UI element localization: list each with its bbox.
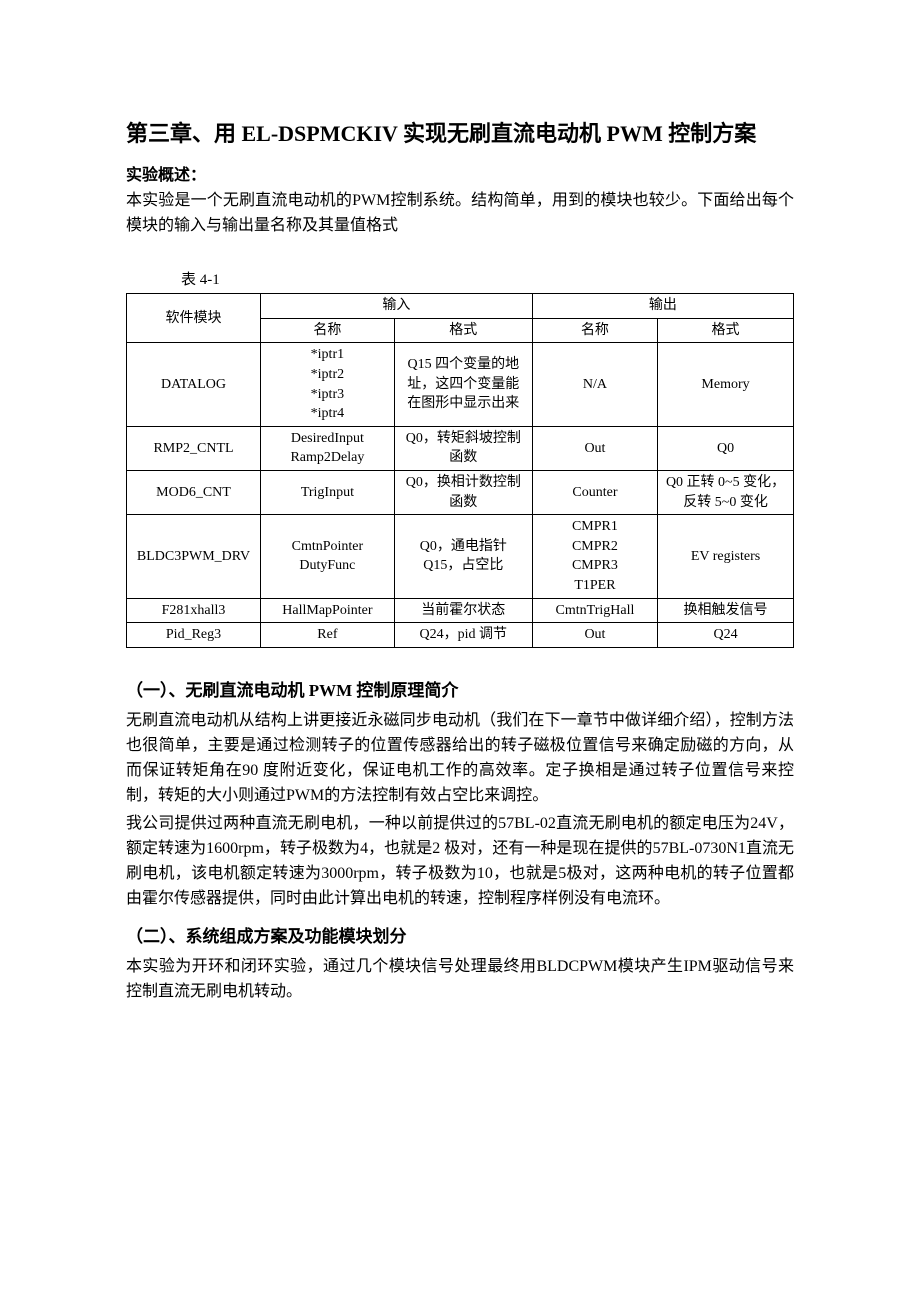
table-row: MOD6_CNT TrigInput Q0，换相计数控制函数 Counter Q… [127,471,794,515]
cell-in-fmt: Q0，换相计数控制函数 [394,471,532,515]
cell-in-fmt: Q24，pid 调节 [394,623,532,648]
th-out-fmt: 格式 [658,318,794,343]
table-caption: 表 4-1 [181,269,794,292]
th-in-fmt: 格式 [394,318,532,343]
cell-in-fmt: Q0，转矩斜坡控制函数 [394,426,532,470]
overview-block: 实验概述： 本实验是一个无刷直流电动机的PWM控制系统。结构简单，用到的模块也较… [126,164,794,238]
cell-in-fmt: Q0，通电指针Q15，占空比 [394,515,532,598]
cell-in-name: TrigInput [261,471,395,515]
cell-in-name: CmtnPointerDutyFunc [261,515,395,598]
cell-in-name: HallMapPointer [261,598,395,623]
th-in-name: 名称 [261,318,395,343]
table-header-row-1: 软件模块 输入 输出 [127,294,794,319]
th-input: 输入 [261,294,533,319]
overview-text: 本实验是一个无刷直流电动机的PWM控制系统。结构简单，用到的模块也较少。下面给出… [126,192,794,234]
cell-out-fmt: Q0 [658,426,794,470]
cell-out-name: CmtnTrigHall [532,598,657,623]
cell-out-name: Counter [532,471,657,515]
table-row: F281xhall3 HallMapPointer 当前霍尔状态 CmtnTri… [127,598,794,623]
th-module: 软件模块 [127,294,261,343]
cell-module: Pid_Reg3 [127,623,261,648]
section-1-p2: 我公司提供过两种直流无刷电机，一种以前提供过的57BL-02直流无刷电机的额定电… [126,812,794,911]
table-row: Pid_Reg3 Ref Q24，pid 调节 Out Q24 [127,623,794,648]
cell-in-name: DesiredInputRamp2Delay [261,426,395,470]
cell-in-name: *iptr1*iptr2*iptr3*iptr4 [261,343,395,426]
cell-out-fmt: Memory [658,343,794,426]
cell-module: F281xhall3 [127,598,261,623]
cell-in-fmt: 当前霍尔状态 [394,598,532,623]
module-table: 软件模块 输入 输出 名称 格式 名称 格式 DATALOG *iptr1*ip… [126,293,794,648]
th-output: 输出 [532,294,793,319]
cell-module: RMP2_CNTL [127,426,261,470]
cell-out-name: Out [532,426,657,470]
chapter-title: 第三章、用 EL-DSPMCKIV 实现无刷直流电动机 PWM 控制方案 [126,110,794,158]
cell-out-fmt: EV registers [658,515,794,598]
section-1-p1: 无刷直流电动机从结构上讲更接近永磁同步电动机（我们在下一章节中做详细介绍），控制… [126,709,794,808]
overview-label: 实验概述： [126,167,206,184]
cell-in-fmt: Q15 四个变量的地址，这四个变量能在图形中显示出来 [394,343,532,426]
cell-out-name: Out [532,623,657,648]
table-row: BLDC3PWM_DRV CmtnPointerDutyFunc Q0，通电指针… [127,515,794,598]
cell-module: MOD6_CNT [127,471,261,515]
cell-in-name: Ref [261,623,395,648]
cell-module: DATALOG [127,343,261,426]
table-row: DATALOG *iptr1*iptr2*iptr3*iptr4 Q15 四个变… [127,343,794,426]
cell-module: BLDC3PWM_DRV [127,515,261,598]
section-2-title: （二）、系统组成方案及功能模块划分 [126,924,794,950]
cell-out-fmt: Q24 [658,623,794,648]
section-2-p1: 本实验为开环和闭环实验，通过几个模块信号处理最终用BLDCPWM模块产生IPM驱… [126,955,794,1005]
cell-out-name: CMPR1CMPR2CMPR3T1PER [532,515,657,598]
cell-out-fmt: Q0 正转 0~5 变化，反转 5~0 变化 [658,471,794,515]
cell-out-name: N/A [532,343,657,426]
section-1-title: （一）、无刷直流电动机 PWM 控制原理简介 [126,678,794,704]
cell-out-fmt: 换相触发信号 [658,598,794,623]
th-out-name: 名称 [532,318,657,343]
table-row: RMP2_CNTL DesiredInputRamp2Delay Q0，转矩斜坡… [127,426,794,470]
